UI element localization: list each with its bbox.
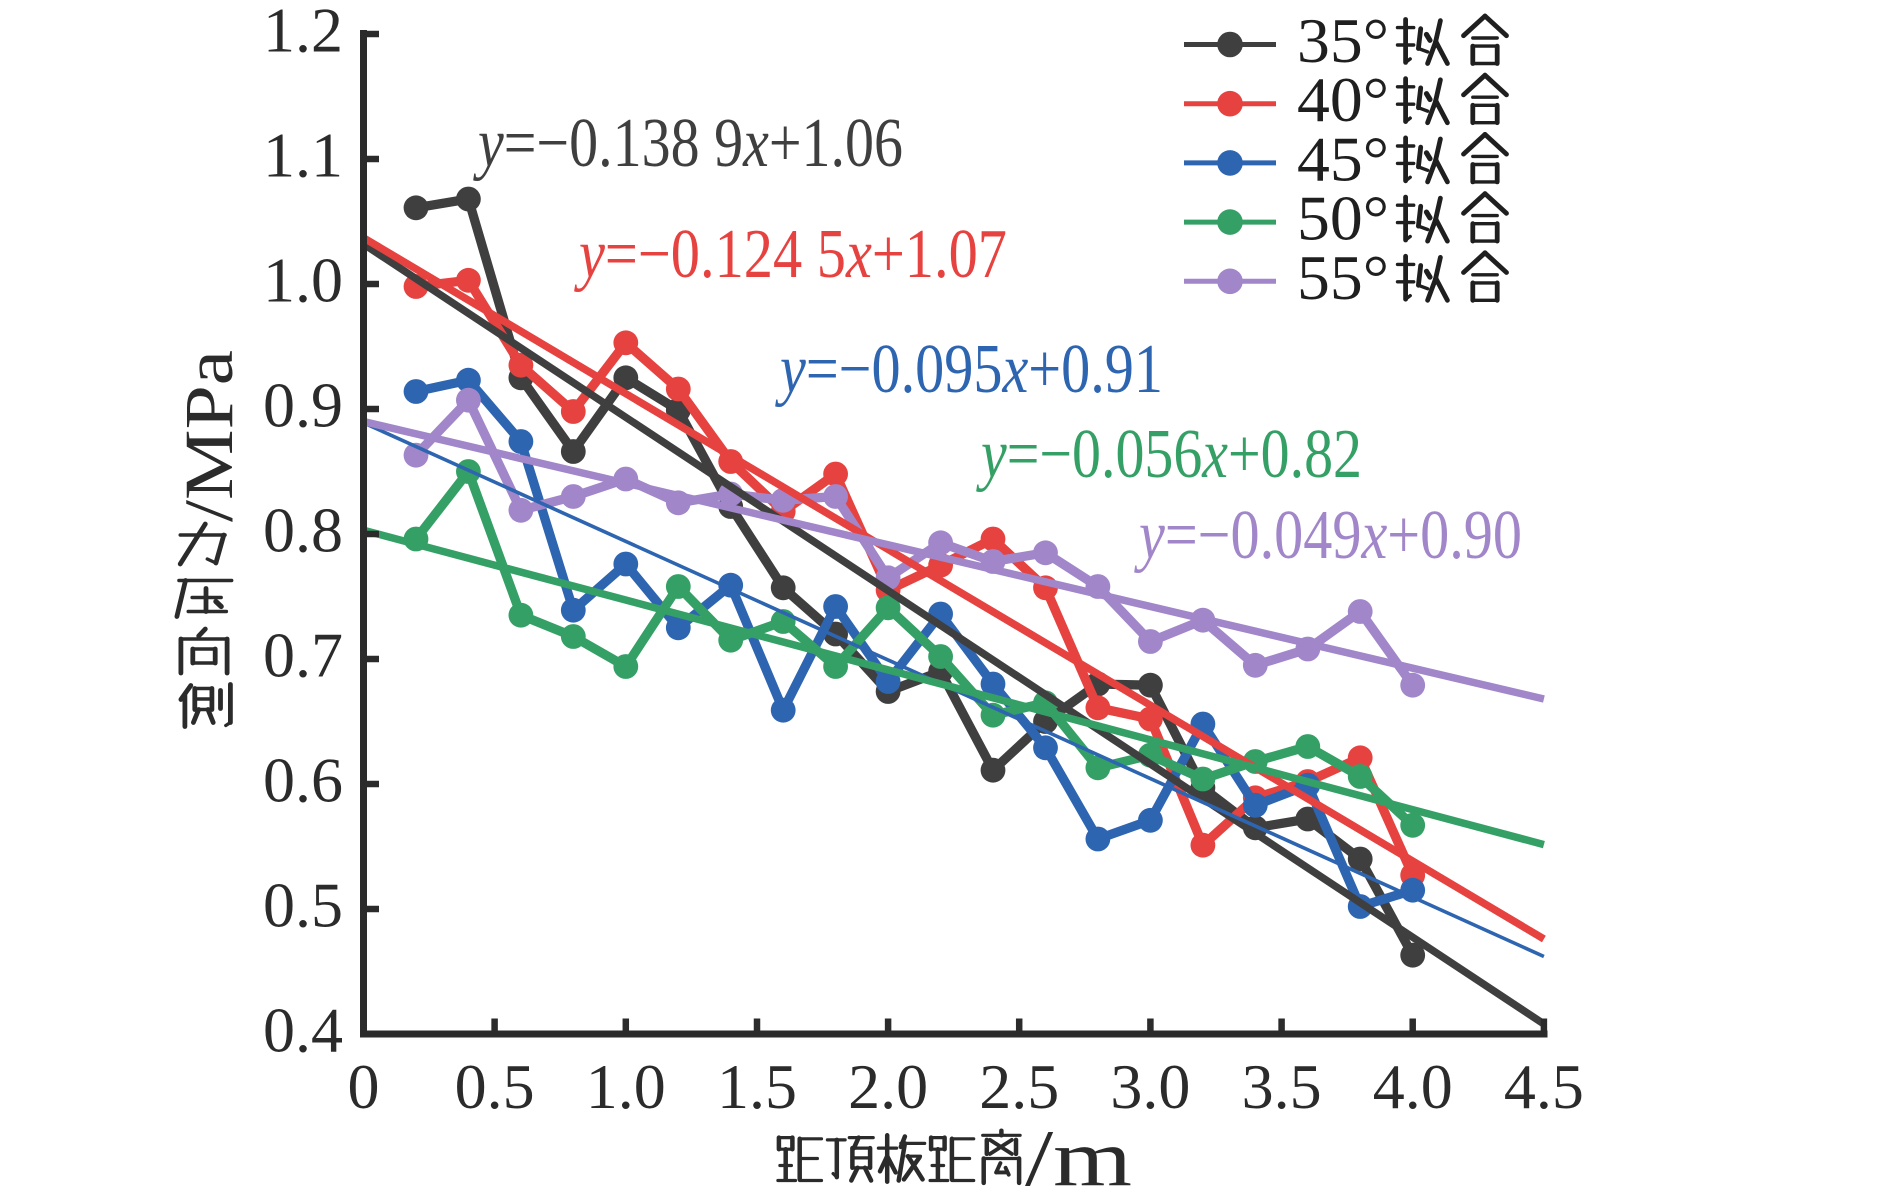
svg-text:2.5: 2.5: [979, 1051, 1059, 1122]
svg-text:y=−0.138 9x+1.06: y=−0.138 9x+1.06: [473, 105, 903, 182]
svg-text:0: 0: [348, 1051, 380, 1122]
svg-text:y=−0.056x+0.82: y=−0.056x+0.82: [976, 416, 1362, 493]
svg-text:1.0: 1.0: [586, 1051, 666, 1122]
svg-text:40°: 40°: [1297, 64, 1389, 135]
svg-text:0.5: 0.5: [263, 870, 343, 941]
svg-text:/m: /m: [1025, 1115, 1132, 1199]
svg-text:4.0: 4.0: [1373, 1051, 1453, 1122]
svg-text:y=−0.095x+0.91: y=−0.095x+0.91: [775, 331, 1163, 408]
svg-text:1.5: 1.5: [717, 1051, 797, 1122]
svg-text:4.5: 4.5: [1504, 1051, 1584, 1122]
svg-text:55°: 55°: [1297, 242, 1389, 313]
svg-text:0.9: 0.9: [263, 370, 343, 441]
svg-text:/MPa: /MPa: [171, 350, 247, 522]
svg-text:0.4: 0.4: [263, 995, 343, 1066]
svg-text:1.2: 1.2: [263, 0, 343, 66]
svg-text:45°: 45°: [1297, 123, 1389, 194]
svg-text:1.0: 1.0: [263, 245, 343, 316]
svg-text:35°: 35°: [1297, 5, 1389, 76]
svg-text:0.6: 0.6: [263, 745, 343, 816]
svg-text:50°: 50°: [1297, 183, 1389, 254]
svg-text:3.0: 3.0: [1110, 1051, 1190, 1122]
svg-text:y=−0.049x+0.90: y=−0.049x+0.90: [1134, 497, 1522, 574]
svg-text:0.8: 0.8: [263, 495, 343, 566]
svg-text:0.7: 0.7: [263, 620, 343, 691]
svg-text:1.1: 1.1: [263, 120, 343, 191]
svg-text:2.0: 2.0: [848, 1051, 928, 1122]
svg-text:0.5: 0.5: [455, 1051, 535, 1122]
svg-text:y=−0.124 5x+1.07: y=−0.124 5x+1.07: [574, 216, 1007, 293]
svg-text:3.5: 3.5: [1242, 1051, 1322, 1122]
